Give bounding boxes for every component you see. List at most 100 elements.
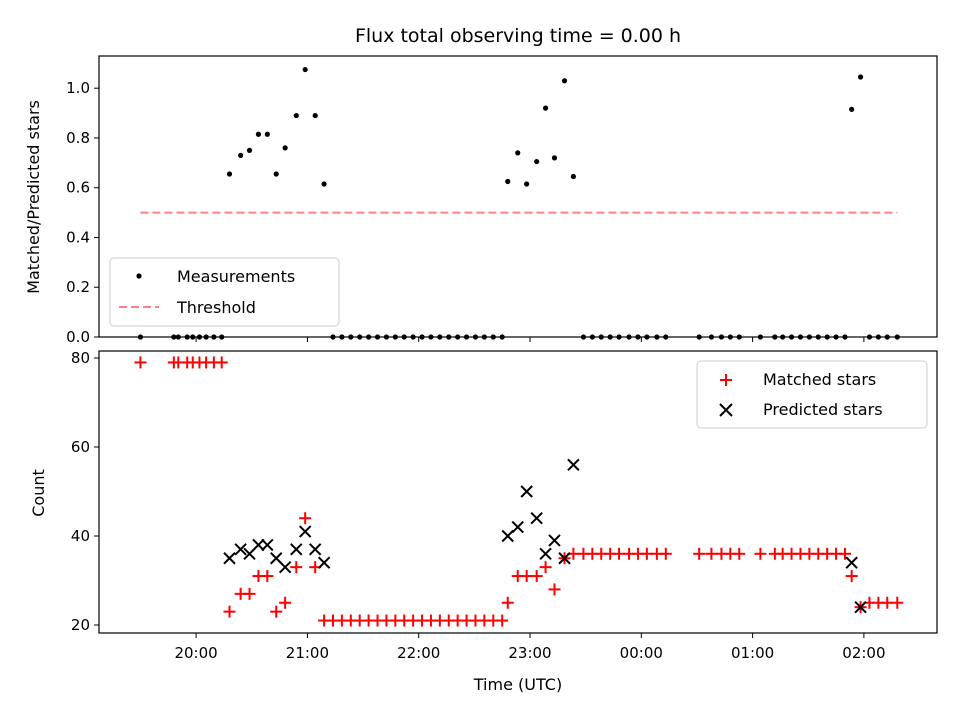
matched-star-point [539,561,552,574]
predicted-star-point [298,525,312,538]
predicted-star-point [548,534,561,547]
predicted-star-point [530,511,543,525]
bottom-x-tick-label: 02:00 [842,644,885,662]
bottom-y-tick-label: 20 [71,616,90,634]
bottom-x-tick-label: 20:00 [174,644,217,662]
predicted-star-point [567,458,580,472]
top-y-tick-label: 0.4 [66,228,90,246]
measurement-point [534,158,540,165]
measurement-point [321,181,327,187]
top-axes-frame [98,55,938,338]
predicted-star-point [290,543,303,556]
matched-star-point [548,583,561,596]
matched-star-point [640,547,653,560]
legend-matched-marker [720,374,732,386]
matched-star-point [754,547,767,560]
predicted-star-point [317,556,331,569]
measurement-point [302,66,308,73]
legend-predicted-label: Predicted stars [763,400,883,419]
matched-star-point [270,605,283,618]
matched-star-point [243,587,256,600]
predicted-star-point [854,600,867,614]
legend-measurements-marker [136,273,142,279]
top-chart: Flux total observing time = 0.00 h Match… [24,25,938,346]
matched-star-point [223,605,236,618]
matched-star-point [520,570,533,583]
matched-star-point [733,547,746,560]
bottom-axes: 20 40 60 80 20:00 21:00 22:00 23:00 00:00 01:00 02… [71,349,886,662]
matched-star-point [881,596,894,609]
predicted-star-point [252,538,265,552]
matched-star-point [891,596,904,609]
top-y-tick-label: 0.8 [66,129,90,147]
top-y-axis-label: Matched/Predicted stars [24,100,43,294]
measurement-point [226,171,233,177]
bottom-legend: Matched stars Predicted stars [696,360,928,429]
bottom-plot-area [134,356,904,627]
matched-star-point [215,356,228,369]
measurement-point [264,131,270,137]
matched-star-point [659,547,672,560]
bottom-y-tick-label: 40 [71,527,90,545]
matched-star-point [693,547,706,560]
predicted-star-point [278,560,292,574]
predicted-star-point [539,547,552,561]
measurement-point [561,78,568,84]
measurement-point [282,145,288,151]
matched-star-point [496,614,509,627]
measurement-point [551,155,558,161]
predicted-star-point [234,543,247,556]
measurement-point [524,181,530,187]
measurement-point [857,74,864,80]
measurement-point [515,150,521,156]
measurement-point [255,131,262,137]
matched-star-point [838,547,851,560]
predicted-star-point [501,529,514,543]
bottom-y-axis-label: Count [29,469,48,517]
measurement-point [542,105,549,111]
matched-star-point [134,356,147,369]
measurement-point [570,173,577,180]
predicted-star-point [558,552,571,565]
matched-star-point [261,570,274,583]
bottom-x-tick-label: 22:00 [397,644,440,662]
predicted-star-point [511,520,524,534]
top-axes: 0.0 0.2 0.4 0.6 0.8 1.0 [66,79,865,346]
measurement-point [293,112,299,119]
bottom-chart: Count Time (UTC) 20 40 60 80 20:00 21:00 22:00… [29,349,938,694]
top-y-tick-label: 0.6 [66,179,90,197]
bottom-y-tick-label: 80 [71,349,90,367]
legend-matched-label: Matched stars [763,370,876,389]
matched-star-point [613,547,626,560]
top-legend: Measurements Threshold [109,257,340,327]
predicted-star-point [845,556,858,569]
top-y-tick-label: 0.0 [66,328,90,346]
bottom-x-tick-label: 01:00 [731,644,774,662]
bottom-legend-box [696,360,928,429]
measurement-point [505,178,511,185]
measurement-point [238,152,244,158]
top-y-tick-label: 1.0 [66,79,90,97]
measurement-point [246,147,253,153]
top-legend-box [109,257,340,327]
legend-measurements-label: Measurements [177,267,295,286]
predicted-star-point [308,543,322,556]
bottom-x-tick-label: 21:00 [286,644,329,662]
bottom-x-tick-label: 00:00 [620,644,663,662]
matched-star-point [299,512,312,525]
matched-star-point [530,570,543,583]
predicted-star-point [520,485,533,498]
matched-star-point [279,596,292,609]
measurement-point [312,112,318,119]
bottom-y-tick-label: 60 [71,438,90,456]
matched-star-point [290,561,303,574]
top-y-tick-label: 0.2 [66,278,90,296]
legend-threshold-label: Threshold [176,298,256,317]
measurement-point [849,106,855,112]
legend-predicted-marker [719,403,733,417]
matched-star-point [845,570,858,583]
x-axis-label: Time (UTC) [473,675,562,694]
matched-star-point [705,547,718,560]
predicted-star-point [223,552,236,565]
